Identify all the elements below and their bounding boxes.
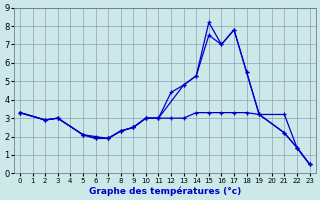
X-axis label: Graphe des températures (°c): Graphe des températures (°c)	[89, 186, 241, 196]
